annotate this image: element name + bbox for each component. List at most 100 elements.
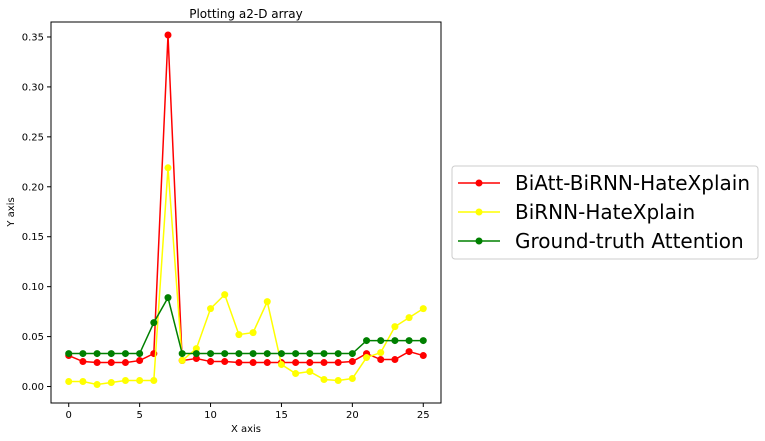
data-point (263, 359, 271, 367)
data-point (221, 358, 229, 366)
data-point (306, 368, 314, 376)
series-3 (65, 294, 427, 358)
data-point (249, 359, 257, 367)
data-point (249, 329, 257, 337)
data-point (249, 350, 257, 358)
data-point (164, 164, 172, 172)
data-point (292, 359, 300, 367)
legend: BiAtt-BiRNN-HateXplain BiRNN-HateXplain Gr… (451, 165, 759, 260)
plot-area: 0 5 10 15 20 25 0.000.050.100.150.200.250.300… (22, 21, 442, 421)
data-point (391, 356, 399, 364)
x-tick-label: 10 (204, 410, 217, 421)
legend-entry: BiAtt-BiRNN-HateXplain (458, 171, 750, 195)
legend-entry: BiRNN-HateXplain (458, 200, 695, 224)
legend-entries: BiAtt-BiRNN-HateXplain BiRNN-HateXplain Gr… (458, 171, 750, 253)
data-point (263, 350, 271, 358)
data-point (391, 337, 399, 345)
data-point (277, 350, 285, 358)
data-point (320, 359, 328, 367)
data-point (377, 356, 385, 364)
data-point (65, 350, 73, 358)
data-point (405, 337, 413, 345)
data-point (419, 305, 427, 313)
data-point (192, 350, 200, 358)
legend-marker-swatch (475, 237, 483, 245)
data-point (292, 370, 300, 378)
y-tick-label: 0.15 (22, 232, 44, 243)
data-point (363, 337, 371, 345)
data-point (377, 349, 385, 357)
data-point (377, 337, 385, 345)
data-point (235, 331, 243, 339)
data-point (263, 298, 271, 306)
series-group (65, 31, 427, 389)
y-axis-ticks: 0.00 0.05 0.10 0.15 0.20 0.25 0.30 0.35 (22, 32, 51, 393)
data-point (136, 377, 144, 385)
x-tick-label: 20 (346, 410, 359, 421)
x-axis-ticks: 0 5 10 15 20 25 (66, 403, 430, 421)
data-point (136, 350, 144, 358)
data-point (277, 361, 285, 369)
data-point (348, 350, 356, 358)
data-point (334, 359, 342, 367)
y-tick-label: 0.00 (22, 382, 44, 393)
y-tick-label: 0.25 (22, 132, 44, 143)
y-tick-label: 0.35 (22, 32, 44, 43)
data-point (107, 379, 115, 387)
data-point (221, 350, 229, 358)
data-point (221, 291, 229, 299)
data-point (348, 358, 356, 366)
chart-title: Plotting a2-D array (189, 7, 303, 21)
data-point (334, 350, 342, 358)
data-point (207, 305, 215, 313)
data-point (192, 355, 200, 363)
data-point (79, 350, 87, 358)
data-point (292, 350, 300, 358)
series-2 (65, 164, 427, 389)
data-point (363, 354, 371, 362)
data-point (65, 378, 73, 386)
data-point (320, 350, 328, 358)
data-point (419, 352, 427, 360)
y-tick-label: 0.20 (22, 182, 44, 193)
y-tick-label: 0.10 (22, 282, 44, 293)
data-point (178, 350, 186, 358)
data-point (405, 314, 413, 322)
x-tick-label: 5 (136, 410, 142, 421)
data-point (419, 337, 427, 345)
data-point (391, 323, 399, 331)
data-point (107, 350, 115, 358)
data-point (150, 319, 158, 327)
data-point (306, 350, 314, 358)
legend-label: BiAtt-BiRNN-HateXplain (515, 171, 750, 195)
data-point (320, 376, 328, 384)
x-tick-label: 0 (66, 410, 72, 421)
data-point (348, 375, 356, 383)
data-point (79, 378, 87, 386)
data-point (93, 359, 101, 367)
data-point (107, 359, 115, 367)
data-point (306, 359, 314, 367)
legend-marker-swatch (475, 208, 483, 216)
x-tick-label: 15 (275, 410, 288, 421)
data-point (235, 359, 243, 367)
legend-marker-swatch (475, 179, 483, 187)
data-point (334, 377, 342, 385)
data-point (207, 350, 215, 358)
x-axis-label: X axis (231, 424, 261, 435)
data-point (405, 348, 413, 356)
data-point (121, 350, 129, 358)
data-point (164, 294, 172, 302)
x-tick-label: 25 (417, 410, 430, 421)
axes-frame (50, 21, 442, 404)
y-tick-label: 0.30 (22, 82, 44, 93)
y-tick-label: 0.05 (22, 332, 44, 343)
data-point (136, 357, 144, 365)
data-point (93, 350, 101, 358)
data-point (235, 350, 243, 358)
data-point (93, 381, 101, 389)
legend-label: Ground-truth Attention (515, 229, 744, 253)
data-point (121, 359, 129, 367)
data-point (121, 377, 129, 385)
